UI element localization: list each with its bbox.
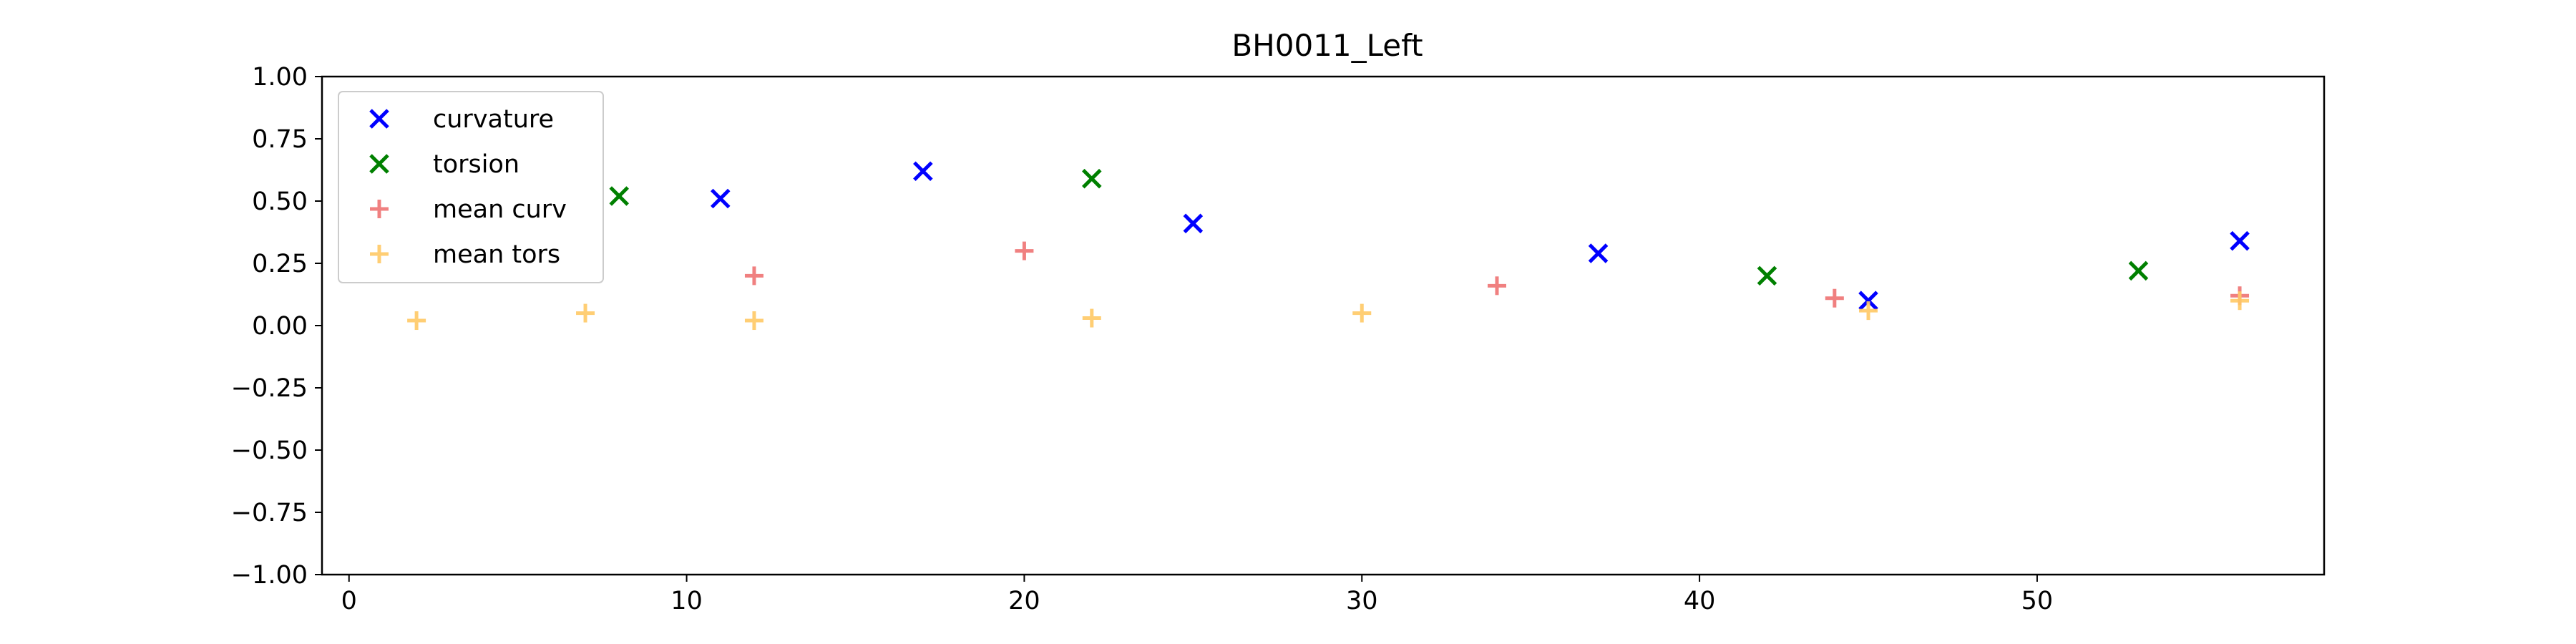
axes: 0 10 20 30 40 50 −1.00 −0.75 −0.50 −0.25 0.00 0.25 0…	[231, 63, 2326, 615]
legend-label: mean curv	[433, 195, 567, 224]
point-mean-tors	[576, 303, 595, 323]
x-tick-label: 40	[1684, 587, 1716, 615]
x-tick-label: 20	[1008, 587, 1040, 615]
series-mean-curv	[744, 241, 2250, 308]
series-torsion	[609, 168, 2149, 286]
x-tick-label: 30	[1346, 587, 1378, 615]
point-curvature	[2230, 230, 2250, 251]
point-curvature	[913, 161, 933, 182]
point-mean-curv	[1487, 276, 1506, 296]
y-tick-label: −0.25	[231, 374, 308, 403]
y-tick-label: 1.00	[252, 63, 308, 92]
point-torsion	[1082, 168, 1102, 189]
point-curvature	[1588, 243, 1609, 263]
y-tick-label: −0.75	[231, 499, 308, 527]
point-mean-tors	[1859, 301, 1878, 321]
point-mean-tors	[2230, 291, 2250, 311]
legend: curvature torsion mean curv mean tors	[338, 91, 604, 283]
x-tick-label: 50	[2021, 587, 2054, 615]
legend-label: mean tors	[433, 240, 560, 269]
series-curvature	[711, 161, 2250, 311]
legend-label: curvature	[433, 105, 554, 134]
point-mean-tors	[1352, 303, 1372, 323]
y-tick-label: 0.00	[252, 312, 308, 341]
legend-label: torsion	[433, 150, 519, 179]
x-tick-label: 10	[670, 587, 703, 615]
legend-entry-mean-curv: mean curv	[370, 195, 567, 224]
point-mean-tors	[744, 311, 763, 331]
y-tick-label: 0.75	[252, 125, 308, 154]
legend-marker-curvature	[369, 109, 389, 129]
point-mean-curv	[1825, 288, 1844, 308]
legend-entry-torsion: torsion	[369, 150, 519, 179]
legend-entry-mean-tors: mean tors	[370, 240, 560, 269]
legend-marker-mean-tors	[370, 245, 389, 263]
point-mean-tors	[407, 311, 426, 331]
y-tick-label: 0.25	[252, 250, 308, 278]
legend-box	[338, 91, 604, 283]
point-mean-curv	[744, 266, 763, 286]
y-tick-label: 0.50	[252, 187, 308, 216]
x-tick-label: 0	[341, 587, 357, 615]
point-torsion	[2128, 260, 2149, 281]
point-mean-curv	[1015, 241, 1034, 260]
legend-marker-torsion	[369, 154, 389, 174]
y-tick-label: −1.00	[231, 561, 308, 590]
point-torsion	[609, 186, 629, 206]
series-mean-tors	[407, 291, 2250, 331]
point-mean-tors	[1082, 308, 1101, 328]
legend-marker-mean-curv	[370, 200, 389, 218]
point-curvature	[711, 188, 731, 209]
point-curvature	[1858, 291, 1878, 311]
plot-frame	[321, 75, 2326, 576]
plot-area	[407, 161, 2250, 331]
point-torsion	[1757, 265, 1777, 286]
point-curvature	[1183, 213, 1204, 234]
legend-entry-curvature: curvature	[369, 105, 554, 134]
chart-title: BH0011_Left	[1231, 28, 1423, 63]
y-tick-label: −0.50	[231, 436, 308, 465]
